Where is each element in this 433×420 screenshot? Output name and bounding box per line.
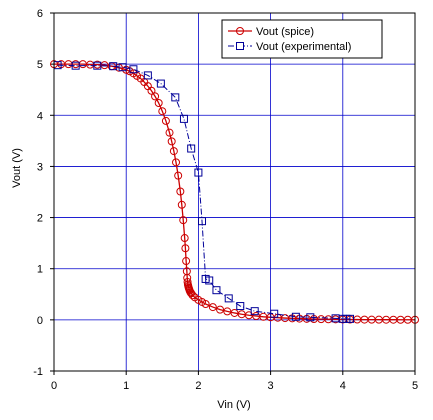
series-experimental <box>53 61 355 323</box>
x-tick-label: 4 <box>340 380 346 392</box>
data-point <box>154 99 163 108</box>
x-tick-label: 1 <box>123 380 129 392</box>
y-tick-label: 3 <box>37 161 43 173</box>
tick-labels: 0 1 2 3 4 5 -1 0 1 2 3 4 5 6 <box>33 8 418 392</box>
y-tick-label: 0 <box>37 315 43 327</box>
y-tick-label: 4 <box>37 110 43 122</box>
y-tick-label: 2 <box>37 213 43 225</box>
data-point <box>179 114 188 123</box>
series-line <box>57 64 351 320</box>
x-axis-label: Vin (V) <box>217 399 250 411</box>
data-point <box>158 107 167 116</box>
data-point <box>143 71 152 80</box>
data-point <box>165 128 174 137</box>
legend-label-experimental: Vout (experimental) <box>256 41 351 53</box>
legend-marker-experimental <box>236 42 244 50</box>
data-point <box>176 187 185 196</box>
data-point <box>169 147 178 156</box>
series-layer <box>50 60 419 324</box>
data-point <box>179 216 188 225</box>
data-point <box>346 314 355 323</box>
data-point <box>71 61 80 70</box>
data-point <box>250 307 259 316</box>
data-point <box>270 309 279 318</box>
data-point <box>198 217 207 226</box>
data-point <box>223 307 232 316</box>
plot-frame <box>53 12 416 372</box>
data-point <box>118 63 127 72</box>
data-point <box>188 291 197 300</box>
data-point <box>212 286 221 295</box>
data-point <box>224 294 233 303</box>
data-point <box>174 171 183 180</box>
legend: Vout (spice) Vout (experimental) <box>221 19 383 59</box>
data-point <box>151 92 160 101</box>
data-point <box>93 61 102 70</box>
x-tick-label: 3 <box>268 380 274 392</box>
data-point <box>236 302 245 311</box>
data-point <box>194 168 203 177</box>
legend-label-spice: Vout (spice) <box>256 26 314 38</box>
data-point <box>171 93 180 102</box>
data-point <box>201 300 210 309</box>
y-tick-label: 6 <box>37 8 43 20</box>
series-spice <box>50 60 419 324</box>
data-point <box>167 137 176 146</box>
data-point <box>181 244 190 253</box>
data-point <box>208 303 217 312</box>
data-point <box>291 312 300 321</box>
data-point <box>129 65 138 74</box>
data-point <box>109 62 118 71</box>
y-tick-label: 5 <box>37 59 43 71</box>
y-tick-label: -1 <box>33 366 43 378</box>
legend-marker-spice <box>236 27 244 35</box>
data-point <box>306 313 315 322</box>
data-point <box>161 116 170 125</box>
data-point <box>172 158 181 167</box>
y-tick-label: 1 <box>37 264 43 276</box>
data-point <box>187 144 196 153</box>
data-point <box>182 257 191 266</box>
data-point <box>156 79 165 88</box>
plot-area <box>54 13 415 371</box>
data-point <box>205 276 214 285</box>
axes <box>50 12 416 375</box>
legend-box <box>221 19 383 59</box>
x-tick-label: 2 <box>195 380 201 392</box>
data-point <box>216 305 225 314</box>
data-point <box>177 200 186 209</box>
data-point <box>147 86 156 95</box>
y-axis-label: Vout (V) <box>11 148 23 188</box>
x-tick-label: 0 <box>51 380 57 392</box>
x-tick-label: 5 <box>412 380 418 392</box>
data-point <box>180 234 189 243</box>
